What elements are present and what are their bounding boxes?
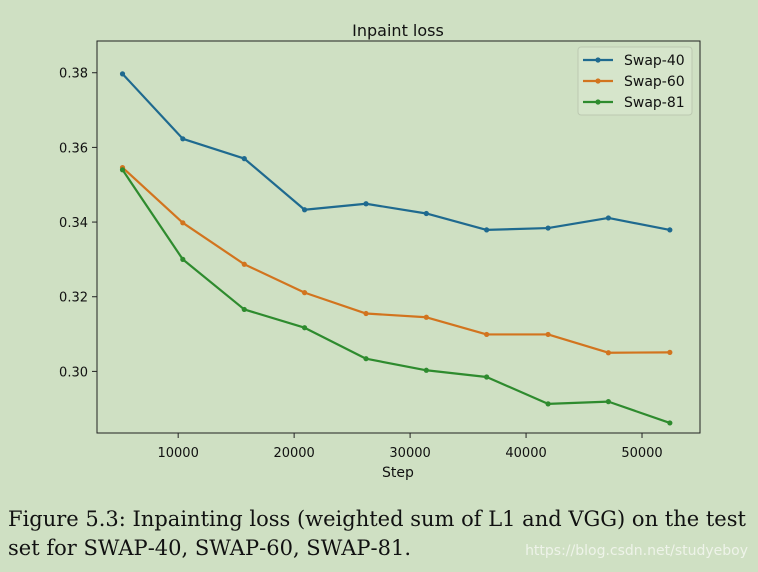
legend-label-swap-40: Swap-40 [624, 53, 685, 69]
data-point-swap-60 [180, 220, 186, 226]
data-point-swap-40 [605, 215, 611, 221]
x-axis-label: Step [382, 465, 414, 481]
data-point-swap-40 [119, 71, 126, 77]
data-point-swap-81 [484, 374, 490, 380]
caption-prefix: Figure 5.3: Inpainting loss (weighted su… [8, 507, 746, 560]
caption-suffix: . [404, 536, 412, 560]
data-point-swap-60 [423, 314, 429, 320]
plot-area [96, 40, 701, 434]
y-tick-label: 0.32 [59, 291, 88, 306]
data-point-swap-40 [301, 207, 308, 213]
series-layer [119, 71, 673, 426]
series-line-swap-60 [121, 166, 670, 354]
x-axis: 10000 20000 30000 40000 50000 [157, 433, 663, 461]
legend-marker-swap-40 [595, 57, 601, 63]
caption-separator: , [181, 536, 195, 560]
data-point-swap-81 [423, 367, 429, 373]
data-point-swap-81 [180, 256, 186, 262]
y-axis: 0.30 0.32 0.34 0.36 0.38 [59, 67, 97, 380]
x-tick-label: 20000 [273, 446, 314, 461]
series-line-swap-81 [121, 169, 671, 424]
data-point-swap-40 [423, 210, 429, 217]
data-point-swap-81 [301, 325, 308, 331]
legend-label-swap-60: Swap-60 [624, 74, 685, 90]
data-point-swap-81 [119, 167, 126, 173]
inpaint-loss-chart: Inpaint loss 0.30 0.32 0.34 0.36 0.38 10000 2… [59, 21, 701, 481]
series-swap-81 [119, 167, 673, 426]
chart-title: Inpaint loss [352, 21, 444, 40]
y-tick-label: 0.34 [59, 216, 88, 231]
data-point-swap-81 [667, 420, 673, 426]
x-tick-label: 10000 [157, 446, 198, 461]
legend-item-swap-81: Swap-81 [583, 95, 685, 111]
data-point-swap-40 [484, 227, 490, 233]
legend-marker-swap-60 [595, 78, 601, 84]
legend-item-swap-60: Swap-60 [583, 74, 685, 90]
data-point-swap-81 [241, 306, 247, 313]
data-point-swap-40 [363, 201, 369, 207]
caption-model-swap-60: SWAP-60 [194, 536, 293, 560]
data-point-swap-81 [545, 401, 551, 407]
data-point-swap-60 [363, 310, 369, 317]
data-point-swap-81 [605, 399, 611, 405]
series-swap-60 [119, 164, 673, 356]
series-swap-40 [119, 71, 673, 233]
y-tick-label: 0.36 [59, 141, 88, 156]
data-point-swap-60 [667, 349, 673, 355]
data-point-swap-60 [301, 290, 308, 296]
legend: Swap-40 Swap-60 Swap-81 [577, 46, 693, 116]
x-tick-label: 30000 [389, 446, 430, 461]
figure-caption: Figure 5.3: Inpainting loss (weighted su… [8, 505, 753, 563]
data-point-swap-40 [667, 227, 673, 233]
legend-marker-swap-81 [595, 99, 601, 105]
data-point-swap-40 [180, 136, 186, 142]
y-tick-label: 0.30 [59, 365, 88, 380]
x-tick-label: 50000 [621, 446, 662, 461]
caption-model-swap-81: SWAP-81 [306, 536, 405, 560]
data-point-swap-81 [363, 356, 369, 362]
watermark: https://blog.csdn.net/studyeboy [525, 543, 748, 559]
legend-label-swap-81: Swap-81 [624, 95, 685, 111]
series-line-swap-40 [121, 73, 671, 232]
data-point-swap-60 [484, 331, 490, 338]
legend-item-swap-40: Swap-40 [583, 53, 685, 69]
caption-separator: , [292, 536, 307, 560]
caption-model-swap-40: SWAP-40 [83, 536, 182, 560]
x-tick-label: 40000 [505, 446, 546, 461]
data-point-swap-60 [605, 350, 611, 356]
data-point-swap-60 [241, 261, 247, 267]
data-point-swap-40 [545, 225, 551, 231]
y-tick-label: 0.38 [59, 67, 88, 82]
data-point-swap-40 [241, 156, 247, 162]
legend-box [577, 46, 693, 116]
data-point-swap-60 [545, 331, 551, 338]
